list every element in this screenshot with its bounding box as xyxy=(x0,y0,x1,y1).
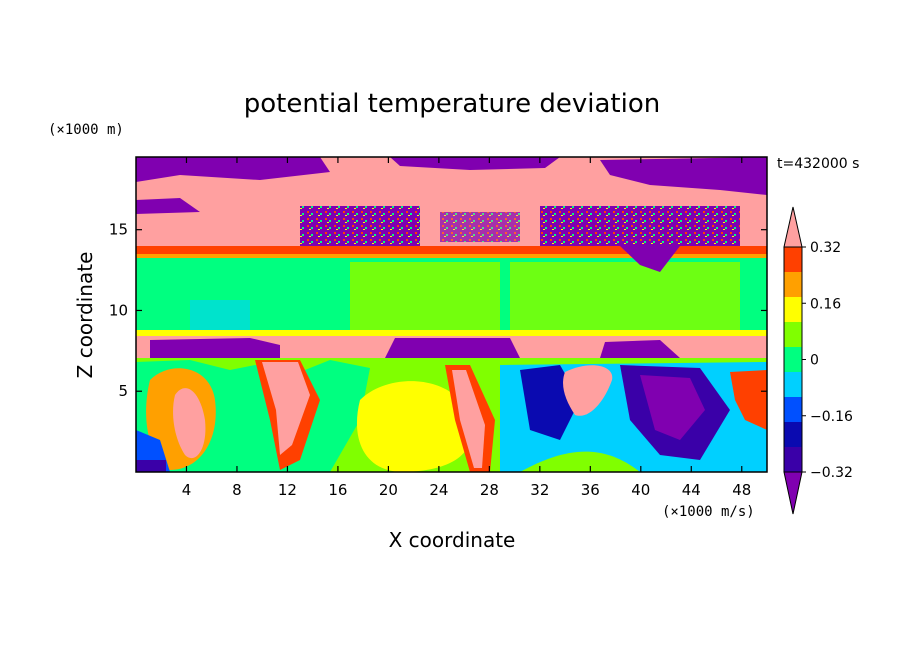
colorbar: 0.32 0.16 0 −0.16 −0.32 xyxy=(783,206,853,515)
colorbar-segment xyxy=(784,247,802,272)
x-unit-label: (×1000 m/s) xyxy=(662,504,755,520)
y-tick-label: 15 xyxy=(109,221,128,239)
upper-region xyxy=(440,212,520,242)
colorbar-segment xyxy=(784,347,802,372)
colorbar-label: 0.32 xyxy=(810,240,841,256)
y-axis: 5 10 15 xyxy=(109,221,767,400)
x-tick-label: 28 xyxy=(480,481,499,499)
colorbar-segment xyxy=(784,322,802,347)
colorbar-segment xyxy=(784,272,802,297)
upper-region xyxy=(300,206,420,246)
lower-blob xyxy=(730,370,767,430)
plot-frame xyxy=(135,156,768,473)
x-tick-label: 12 xyxy=(278,481,297,499)
field-layer xyxy=(136,157,767,472)
colorbar-extend-low xyxy=(783,471,803,515)
y-tick-label: 10 xyxy=(109,301,128,319)
middle-region xyxy=(190,300,250,330)
lower-region xyxy=(136,460,166,472)
y-tick-label: 5 xyxy=(118,382,128,400)
x-tick-label: 40 xyxy=(631,481,650,499)
lower-blob xyxy=(640,375,705,440)
top-region xyxy=(136,157,330,182)
middle-region xyxy=(350,262,500,332)
upper-region xyxy=(540,206,740,246)
x-tick-label: 48 xyxy=(732,481,751,499)
colorbar-label: −0.32 xyxy=(810,465,853,481)
x-axis-title: X coordinate xyxy=(389,528,516,552)
colorbar-segment xyxy=(784,422,802,447)
upper-region xyxy=(620,246,680,272)
y-axis-title: Z coordinate xyxy=(73,252,97,379)
time-label: t=432000 s xyxy=(777,156,859,172)
x-tick-label: 4 xyxy=(182,481,192,499)
inversion-band xyxy=(600,340,680,358)
middle-region xyxy=(510,262,740,332)
top-region xyxy=(136,198,200,214)
lower-blob xyxy=(563,365,613,416)
colorbar-label: 0 xyxy=(810,353,819,369)
x-axis: 4 8 12 16 20 24 28 32 36 40 44 48 xyxy=(182,157,751,499)
x-tick-label: 20 xyxy=(379,481,398,499)
lower-blob xyxy=(452,370,485,468)
x-tick-label: 44 xyxy=(682,481,701,499)
x-tick-label: 24 xyxy=(429,481,448,499)
y-unit-label: (×1000 m) xyxy=(48,122,124,138)
lower-blob xyxy=(262,362,310,455)
top-region xyxy=(390,157,560,170)
colorbar-segment xyxy=(784,447,802,472)
colorbar-label: 0.16 xyxy=(810,296,841,312)
tropopause-band xyxy=(136,254,767,258)
x-tick-label: 16 xyxy=(328,481,347,499)
inversion-band xyxy=(150,338,280,358)
x-tick-label: 32 xyxy=(530,481,549,499)
lower-blob xyxy=(173,388,206,459)
chart-title: potential temperature deviation xyxy=(244,89,660,119)
colorbar-segment xyxy=(784,297,802,322)
colorbar-label: −0.16 xyxy=(810,409,853,425)
top-region xyxy=(600,157,767,195)
middle-region xyxy=(136,330,767,336)
inversion-band xyxy=(385,338,520,358)
tropopause-band xyxy=(136,246,767,254)
colorbar-extend-high xyxy=(783,206,803,248)
x-tick-label: 8 xyxy=(232,481,242,499)
x-tick-label: 36 xyxy=(581,481,600,499)
colorbar-segment xyxy=(784,372,802,397)
lower-blob xyxy=(356,381,472,472)
colorbar-segment xyxy=(784,397,802,422)
